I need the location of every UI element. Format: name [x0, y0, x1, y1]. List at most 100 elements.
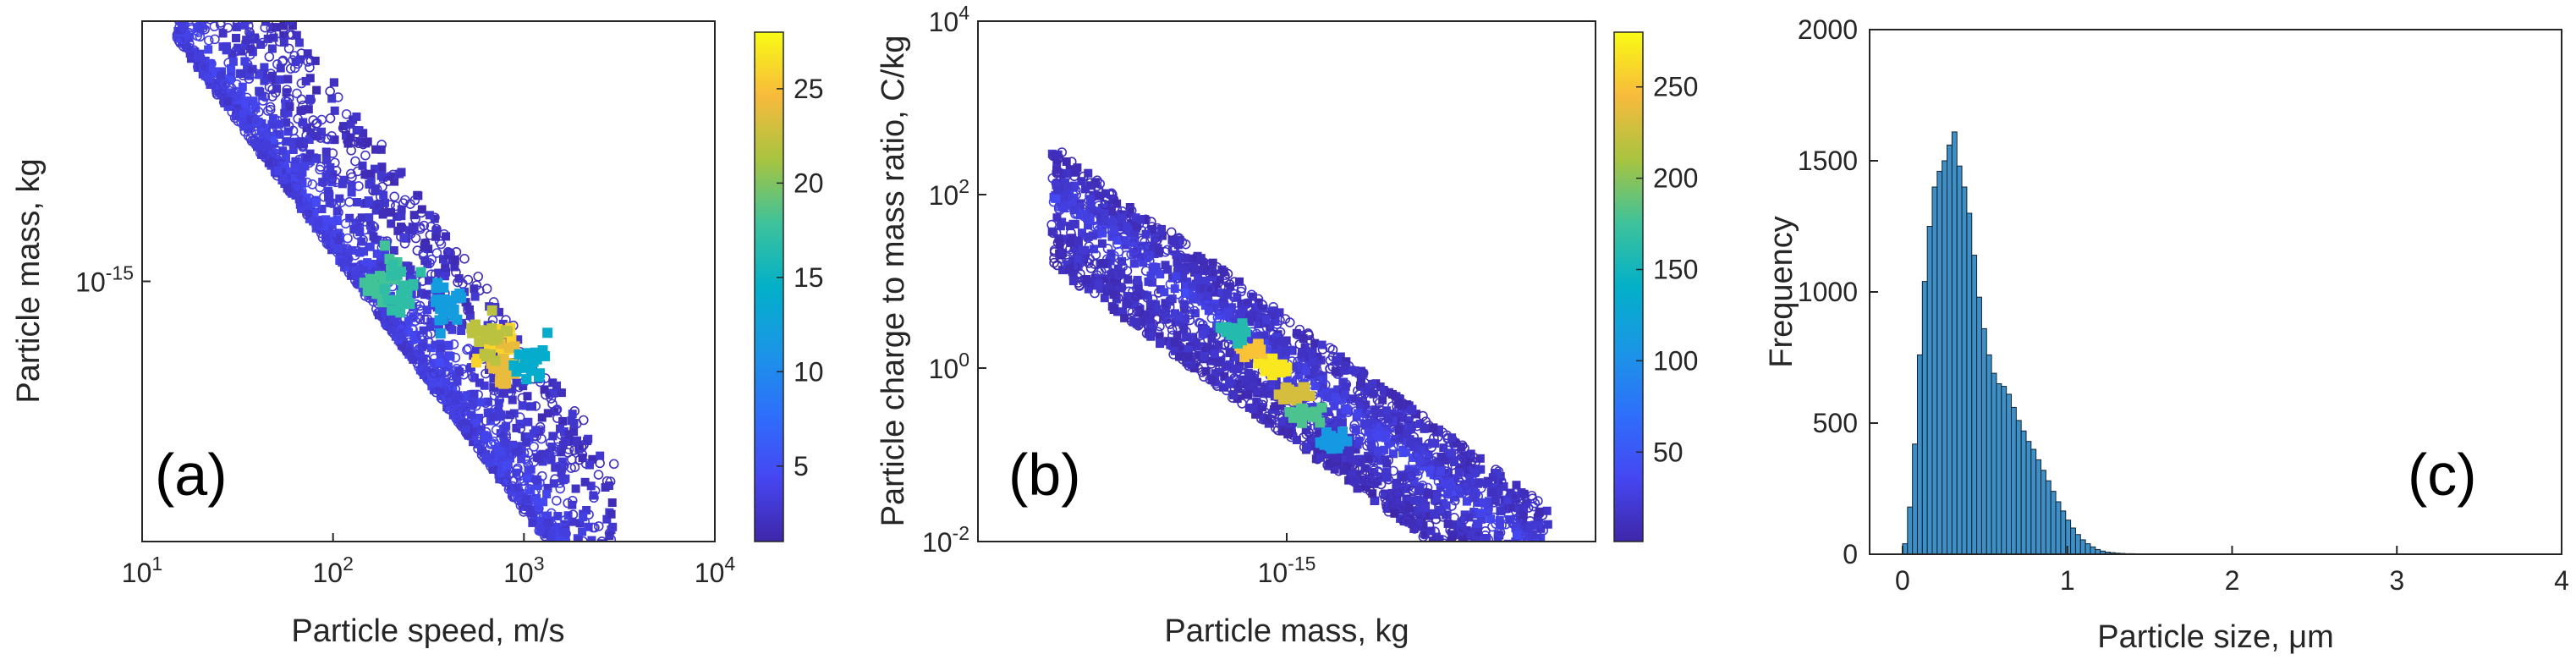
- density-cell: [255, 87, 265, 96]
- density-cell: [465, 311, 475, 320]
- scatter-point: [1536, 571, 1545, 580]
- density-cell: [1488, 473, 1497, 482]
- scatter-point: [416, 330, 427, 341]
- density-cell: [417, 205, 426, 214]
- scatter-point: [1469, 452, 1480, 463]
- scatter-point: [558, 562, 567, 570]
- scatter-point: [224, 85, 234, 96]
- density-cell: [1339, 377, 1348, 387]
- density-cell: [1192, 256, 1201, 265]
- scatter-point: [360, 169, 371, 179]
- histogram-bar: [1971, 255, 1978, 555]
- density-cell: [1419, 496, 1428, 505]
- density-cell: [182, 30, 191, 39]
- density-cell: [1332, 356, 1341, 366]
- scatter-point: [190, 0, 199, 2]
- density-cell: [517, 454, 526, 464]
- scatter-point: [606, 625, 614, 634]
- density-cell: [1458, 524, 1467, 533]
- scatter-point: [1068, 247, 1079, 257]
- scatter-point: [453, 390, 464, 401]
- scatter-point: [1369, 439, 1379, 450]
- density-cell: [547, 533, 557, 542]
- density-cell: [1438, 472, 1447, 481]
- hotspot-cell: [386, 270, 397, 281]
- scatter-point: [1291, 375, 1302, 385]
- density-cell: [574, 569, 582, 577]
- density-cell: [1301, 366, 1310, 376]
- density-cell: [1488, 488, 1497, 498]
- density-cell: [1189, 333, 1198, 342]
- density-cell: [555, 555, 563, 564]
- histogram-bar: [1912, 443, 1918, 555]
- density-cell: [1354, 397, 1364, 406]
- density-cell: [1436, 505, 1445, 514]
- density-cell: [1118, 307, 1128, 316]
- scatter-point: [322, 134, 333, 145]
- density-cell: [601, 483, 610, 492]
- density-cell: [553, 511, 563, 520]
- scatter-point: [486, 439, 496, 449]
- density-cell: [282, 137, 291, 146]
- density-cell: [608, 547, 617, 555]
- density-cell: [1521, 591, 1530, 600]
- density-cell: [1474, 531, 1483, 541]
- scatter-point: [1464, 554, 1472, 563]
- density-cell: [461, 425, 470, 434]
- scatter-point: [283, 121, 294, 132]
- scatter-point: [1450, 495, 1460, 506]
- scatter-point: [577, 562, 585, 570]
- density-cell: [575, 566, 584, 575]
- density-cell: [216, 11, 224, 19]
- density-cell: [601, 542, 609, 551]
- scatter-point: [226, 0, 234, 2]
- scatter-point: [563, 541, 566, 542]
- density-cell: [591, 603, 600, 612]
- density-cell: [1074, 262, 1083, 272]
- density-cell: [1470, 468, 1480, 477]
- density-cell: [1436, 452, 1446, 461]
- density-cell: [1318, 375, 1327, 384]
- density-cell: [543, 409, 552, 418]
- density-cell: [1155, 247, 1164, 256]
- density-cell: [1480, 498, 1489, 508]
- density-cell: [414, 191, 423, 201]
- density-cell: [1517, 488, 1526, 498]
- density-cell: [602, 612, 611, 620]
- scatter-point: [1542, 580, 1551, 589]
- density-cell: [1463, 557, 1471, 565]
- density-cell: [275, 129, 284, 139]
- density-cell: [1184, 352, 1194, 361]
- scatter-point: [593, 470, 604, 480]
- density-cell: [341, 130, 350, 140]
- panel-a-ylabel: Particle mass, kg: [11, 158, 47, 403]
- hotspot-cell: [488, 363, 499, 374]
- scatter-point: [569, 564, 578, 573]
- density-cell: [1493, 580, 1502, 588]
- scatter-point: [1525, 561, 1534, 569]
- scatter-point: [605, 567, 613, 575]
- scatter-point: [1207, 267, 1218, 278]
- density-cell: [1405, 439, 1414, 448]
- histogram-bar: [2050, 491, 2057, 555]
- scatter-point: [460, 404, 470, 415]
- scatter-point: [1472, 529, 1482, 539]
- colorbar-tick-label: 200: [1653, 163, 1698, 194]
- density-cell: [605, 531, 614, 541]
- scatter-point: [419, 220, 429, 231]
- density-cell: [445, 248, 454, 257]
- density-cell: [305, 135, 314, 145]
- density-cell: [276, 63, 285, 73]
- scatter-point: [445, 404, 455, 415]
- density-cell: [245, 71, 255, 80]
- scatter-point: [1535, 586, 1543, 595]
- density-cell: [563, 567, 572, 575]
- scatter-point: [605, 624, 613, 633]
- scatter-point: [1062, 191, 1073, 201]
- density-cell: [422, 305, 431, 315]
- density-cell: [365, 213, 374, 223]
- density-cell: [562, 538, 571, 542]
- density-cell: [1493, 534, 1502, 542]
- scatter-point: [271, 145, 282, 156]
- density-cell: [1225, 377, 1234, 387]
